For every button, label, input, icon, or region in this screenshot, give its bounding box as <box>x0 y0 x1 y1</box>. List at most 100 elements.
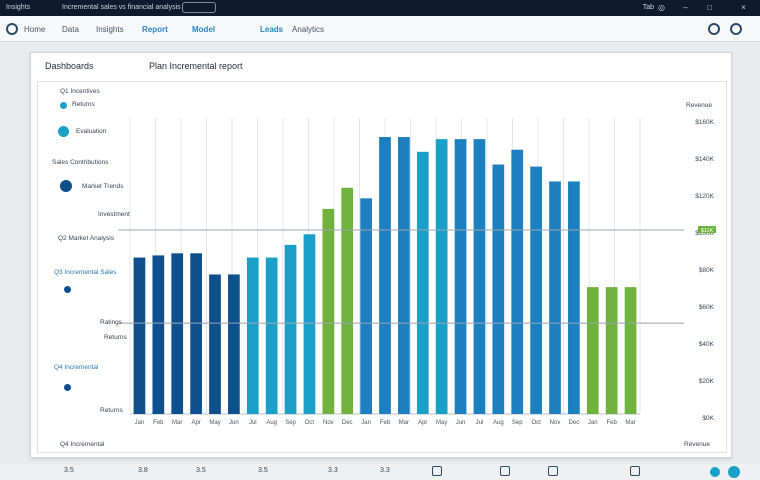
y-tick-label: $160K <box>695 119 714 126</box>
title-bar: Insights Incremental sales vs financial … <box>0 0 760 16</box>
sidebar-row-label[interactable]: Sales Contributions <box>52 159 109 166</box>
bar <box>435 139 448 414</box>
x-tick-label: Nov <box>550 420 561 426</box>
legend-dot <box>60 102 67 109</box>
x-tick-label: Mar <box>172 420 182 426</box>
maximize-icon[interactable]: □ <box>707 3 712 12</box>
bar <box>492 164 505 414</box>
taskbar-item[interactable]: 3.5 <box>196 467 206 474</box>
bar <box>303 234 316 414</box>
x-tick-label: Jul <box>249 420 257 426</box>
taskbar-item[interactable]: 3.3 <box>328 467 338 474</box>
window-icon[interactable] <box>500 466 510 476</box>
x-tick-label: Aug <box>493 420 504 426</box>
bar <box>322 208 335 414</box>
sidebar-row-label[interactable]: Returns <box>100 407 123 414</box>
close-icon[interactable]: × <box>741 3 746 12</box>
bar <box>530 166 542 414</box>
sidebar-row-label[interactable]: Returns <box>104 334 127 341</box>
highlight-badge <box>698 226 716 234</box>
row-dot <box>64 384 71 391</box>
toolbar-item-insights[interactable]: Insights <box>96 25 124 34</box>
x-tick-label: Jul <box>476 420 484 426</box>
x-tick-label: Jun <box>456 420 466 426</box>
info-icon[interactable]: ◎ <box>658 3 665 12</box>
x-tick-label: Apr <box>418 420 427 426</box>
bar <box>473 139 486 414</box>
toolbar-item-leads[interactable]: Leads <box>260 25 284 34</box>
x-tick-label: Sep <box>285 420 296 426</box>
bar <box>454 139 467 414</box>
settings-icon[interactable] <box>730 23 742 35</box>
y-tick-label: $20K <box>699 378 715 385</box>
report-title: Plan Incremental report <box>149 61 243 71</box>
sidebar-row-label[interactable]: Market Trends <box>82 183 124 190</box>
bar <box>624 287 637 414</box>
x-tick-label: Jun <box>229 420 239 426</box>
bar <box>398 137 410 414</box>
minimize-icon[interactable]: – <box>683 3 688 12</box>
bar <box>152 255 165 414</box>
taskbar-item[interactable]: 3.5 <box>64 467 74 474</box>
bar <box>360 198 372 414</box>
x-tick-label: Apr <box>191 420 200 426</box>
report-card: Dashboards Plan Incremental report Q1 In… <box>30 52 732 458</box>
sidebar-row-label[interactable]: Q4 Incremental <box>54 364 99 371</box>
sidebar-row-label[interactable]: Q3 Incremental Sales <box>54 269 117 276</box>
x-tick-label: Oct <box>305 420 315 426</box>
bar <box>379 137 391 414</box>
y-tick-label: $100K <box>695 230 714 237</box>
bar <box>171 253 184 414</box>
toolbar: Home Data Insights Report Model Leads An… <box>0 16 760 42</box>
sidebar-row-label[interactable]: Ratings <box>100 319 123 326</box>
x-tick-label: Sep <box>512 420 523 426</box>
taskbar-item[interactable]: 3.8 <box>138 467 148 474</box>
y-tick-label: $60K <box>699 304 715 311</box>
bar <box>265 257 278 414</box>
title-left-text: Insights <box>6 4 31 11</box>
axis-header: Revenue <box>686 102 713 109</box>
x-tick-label: Nov <box>323 420 334 426</box>
notification-icon[interactable] <box>710 467 720 477</box>
bar <box>246 257 259 414</box>
sidebar-row-label[interactable]: Evaluation <box>76 128 107 135</box>
x-tick-label: May <box>436 420 447 426</box>
bar <box>228 274 240 414</box>
title-right-text: Tab <box>642 4 654 11</box>
taskbar-item[interactable]: 3.5 <box>258 467 268 474</box>
menu-icon[interactable] <box>6 23 18 35</box>
toolbar-item-model[interactable]: Model <box>192 25 216 34</box>
taskbar-item[interactable]: 3.3 <box>380 467 390 474</box>
x-tick-label: Jan <box>361 420 371 426</box>
toolbar-item-analytics[interactable]: Analytics <box>292 25 325 34</box>
chat-icon[interactable] <box>548 466 558 476</box>
toolbar-item-data[interactable]: Data <box>62 25 79 34</box>
tray-icon[interactable] <box>630 466 640 476</box>
x-tick-label: Mar <box>399 420 409 426</box>
axis-footer: Revenue <box>684 441 711 448</box>
x-tick-label: Aug <box>266 420 277 426</box>
x-tick-label: Dec <box>569 420 580 426</box>
x-tick-label: Mar <box>625 420 635 426</box>
y-tick-label: $140K <box>695 156 714 163</box>
search-icon[interactable] <box>708 23 720 35</box>
bar <box>568 181 580 414</box>
sidebar-footer: Q4 Incremental <box>60 441 105 448</box>
bar <box>133 257 146 414</box>
dashboards-title[interactable]: Dashboards <box>45 61 94 71</box>
sidebar-row-label[interactable]: Q2 Market Analysis <box>58 235 114 242</box>
status-icon[interactable] <box>728 466 740 478</box>
sidebar-row-label[interactable]: Investment <box>98 211 130 218</box>
app-icon[interactable] <box>432 466 442 476</box>
row-dot <box>58 126 69 137</box>
bar <box>190 253 202 414</box>
y-tick-label: $0K <box>702 415 714 422</box>
title-chip[interactable] <box>182 2 216 13</box>
x-tick-label: Oct <box>531 420 541 426</box>
toolbar-item-home[interactable]: Home <box>24 25 46 34</box>
bar <box>416 151 429 414</box>
bar <box>284 244 297 414</box>
bar <box>605 287 618 414</box>
toolbar-item-report[interactable]: Report <box>142 25 168 34</box>
bar <box>549 181 561 414</box>
